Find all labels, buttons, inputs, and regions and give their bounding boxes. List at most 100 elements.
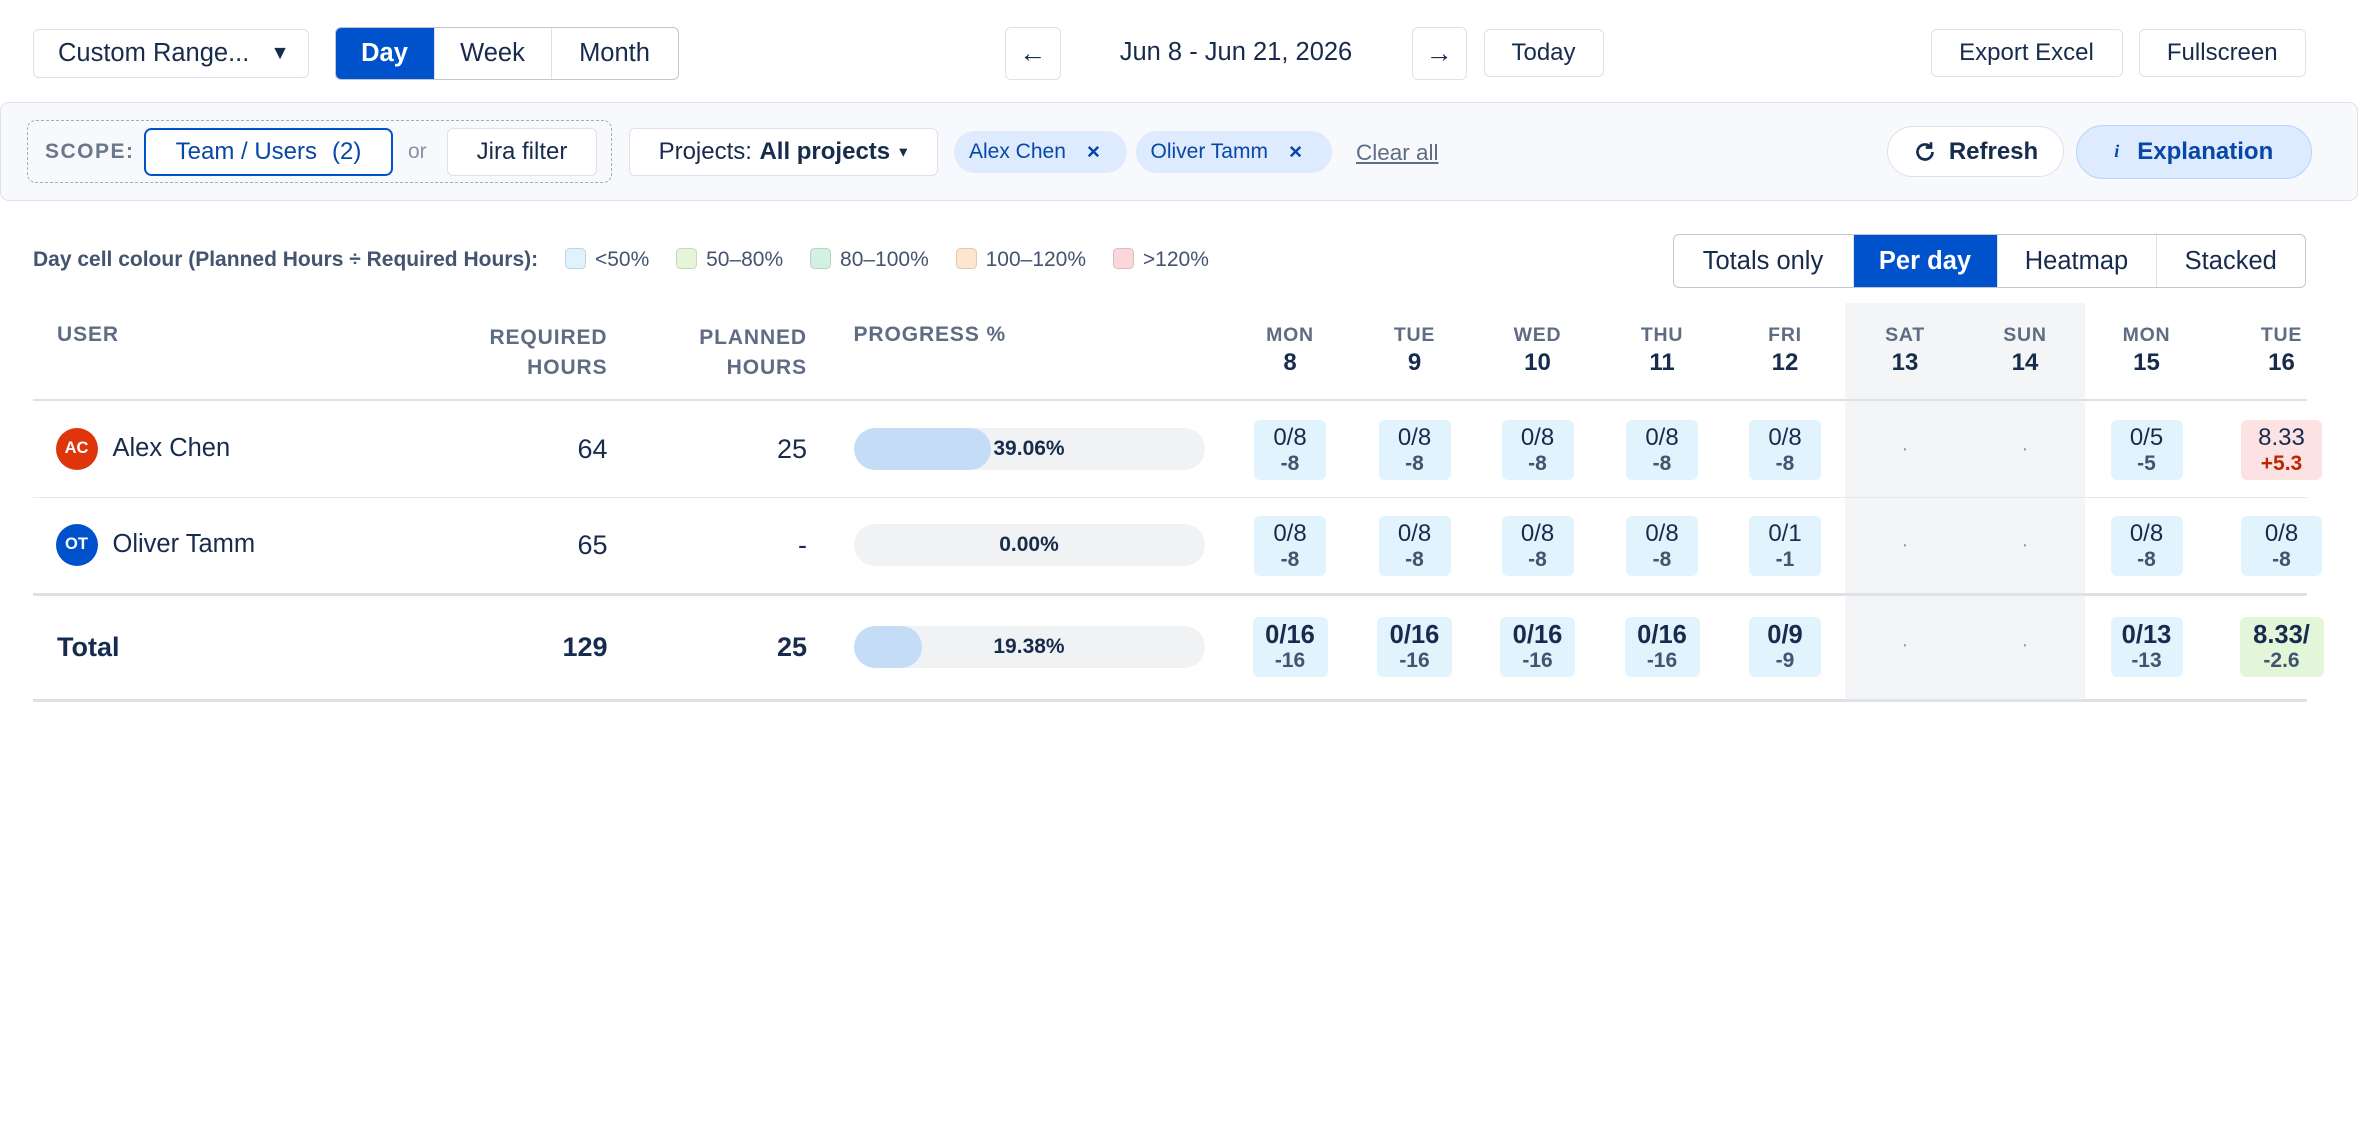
scope-label: SCOPE:: [45, 139, 135, 163]
clear-all-link[interactable]: Clear all: [1356, 139, 1439, 165]
day-cell[interactable]: 0/8 -8: [2241, 516, 2322, 576]
empty-weekend-cell: ·: [1901, 532, 1909, 556]
day-name: TUE: [2260, 324, 2303, 346]
day-cell[interactable]: 0/8 -8: [1749, 420, 1821, 480]
column-header-user: USER: [57, 322, 119, 346]
next-period-button[interactable]: →: [1411, 27, 1467, 80]
cell-difference: -13: [2131, 648, 2162, 672]
legend-label: 80–100%: [840, 247, 929, 271]
day-header-sun-14: SUN 14: [1973, 324, 2078, 377]
close-icon[interactable]: ×: [1086, 138, 1101, 164]
day-cell[interactable]: 0/8 -8: [1626, 420, 1698, 480]
legend-label: >120%: [1142, 247, 1209, 271]
column-header-progress: PROGRESS %: [853, 322, 1007, 346]
total-day-cell[interactable]: 0/16 -16: [1500, 616, 1575, 677]
day-cell[interactable]: 0/5 -5: [2110, 420, 2183, 480]
arrow-right-icon: →: [1425, 37, 1453, 68]
close-icon[interactable]: ×: [1288, 138, 1303, 164]
cell-planned-required: 0/9: [1767, 620, 1803, 649]
chevron-down-icon: ▾: [899, 142, 908, 161]
cell-difference: -16: [1646, 648, 1678, 672]
cell-planned-required: 0/16: [1265, 620, 1315, 649]
empty-weekend-cell: ·: [1901, 633, 1909, 656]
header-line: HOURS: [726, 355, 807, 379]
legend-swatch-80-100: [810, 247, 832, 269]
day-date: 15: [2133, 348, 2160, 376]
day-name: THU: [1640, 324, 1684, 346]
cell-difference: -5: [2137, 451, 2156, 475]
explanation-button[interactable]: i Explanation: [2076, 124, 2312, 179]
day-cell[interactable]: 0/8 -8: [2110, 516, 2183, 576]
refresh-label: Refresh: [1948, 137, 2039, 165]
team-users-button[interactable]: Team / Users (2): [144, 127, 393, 176]
legend-label: 100–120%: [985, 247, 1087, 271]
view-day-button[interactable]: Day: [335, 28, 435, 79]
empty-weekend-cell: ·: [2021, 633, 2029, 656]
view-week-button[interactable]: Week: [435, 28, 552, 79]
cell-difference: -16: [1274, 648, 1306, 672]
day-cell[interactable]: 0/8 -8: [1626, 516, 1698, 576]
header-divider: [33, 399, 2307, 401]
projects-prefix: Projects:: [658, 137, 752, 165]
total-day-cell[interactable]: 0/16 -16: [1377, 616, 1452, 677]
total-day-cell[interactable]: 0/13 -13: [2110, 616, 2183, 677]
empty-weekend-cell: ·: [2021, 532, 2029, 556]
display-heatmap-button[interactable]: Heatmap: [1998, 235, 2157, 287]
column-header-planned-hours: PLANNED HOURS: [638, 323, 808, 383]
cell-planned-required: 0/8: [1397, 424, 1432, 452]
day-date: 11: [1649, 348, 1675, 376]
day-cell[interactable]: 0/1 -1: [1749, 516, 1821, 576]
avatar: OT: [55, 523, 98, 566]
user-chip-oliver-tamm: Oliver Tamm ×: [1135, 130, 1332, 173]
day-cell[interactable]: 0/8 -8: [1254, 420, 1326, 480]
header-line: PLANNED: [699, 325, 807, 349]
display-stacked-button[interactable]: Stacked: [2184, 246, 2277, 275]
cell-difference: -8: [1405, 547, 1424, 571]
chevron-down-icon: ▼: [270, 41, 290, 64]
today-button[interactable]: Today: [1483, 28, 1604, 77]
header-line: HOURS: [527, 355, 608, 379]
total-day-cell[interactable]: 0/16 -16: [1624, 616, 1700, 677]
view-month-button[interactable]: Month: [579, 38, 650, 67]
refresh-icon: [1916, 141, 1934, 161]
day-date: 8: [1283, 348, 1297, 376]
day-header-tue-16: TUE 16: [2229, 324, 2334, 377]
total-day-cell[interactable]: 8.33/-2.6: [2239, 616, 2324, 677]
projects-dropdown[interactable]: Projects: All projects ▾: [628, 127, 938, 176]
jira-filter-button[interactable]: Jira filter: [447, 127, 597, 176]
cell-difference: -16: [1399, 648, 1430, 672]
day-header-mon-15: MON 15: [2094, 324, 2199, 377]
cell-planned-required: 0/8: [1520, 424, 1555, 452]
day-cell[interactable]: 0/8 -8: [1378, 420, 1451, 480]
legend-swatch-50-80: [676, 247, 698, 269]
total-day-cell[interactable]: 0/16 -16: [1252, 616, 1328, 677]
display-totals-only-button[interactable]: Totals only: [1674, 235, 1854, 287]
day-cell[interactable]: 0/8 -8: [1254, 516, 1326, 576]
fullscreen-button[interactable]: Fullscreen: [2139, 28, 2306, 77]
export-excel-button[interactable]: Export Excel: [1930, 28, 2123, 77]
cell-difference: -8: [1280, 451, 1300, 475]
cell-difference: -8: [1528, 451, 1547, 475]
day-cell[interactable]: 8.33 +5.3: [2241, 420, 2322, 480]
table-bottom-border: [33, 699, 2307, 702]
day-cell[interactable]: 0/8 -8: [1378, 516, 1451, 576]
total-day-cell[interactable]: 0/9 -9: [1749, 616, 1821, 677]
legend-item: 80–100%: [810, 247, 929, 271]
previous-period-button[interactable]: ←: [1005, 27, 1061, 80]
day-header-fri-12: FRI 12: [1733, 324, 1838, 377]
day-header-thu-11: THU 11: [1610, 324, 1715, 377]
cell-difference: -8: [1652, 547, 1672, 571]
custom-range-dropdown[interactable]: Custom Range... ▼: [33, 28, 309, 78]
cell-planned-required: 0/16: [1637, 620, 1687, 649]
refresh-button[interactable]: Refresh: [1887, 126, 2064, 177]
info-icon: i: [2114, 141, 2120, 161]
planned-hours: 25: [776, 433, 807, 464]
cell-planned-required: 0/8: [1273, 520, 1307, 548]
display-per-day-button[interactable]: Per day: [1853, 235, 1998, 287]
day-cell[interactable]: 0/8 -8: [1501, 420, 1574, 480]
user-chip-alex-chen: Alex Chen ×: [954, 130, 1127, 173]
user-chip-label: Alex Chen: [969, 139, 1066, 163]
day-cell[interactable]: 0/8 -8: [1501, 516, 1574, 576]
cell-planned-required: 0/8: [1273, 424, 1307, 452]
projects-value: All projects: [759, 137, 891, 165]
